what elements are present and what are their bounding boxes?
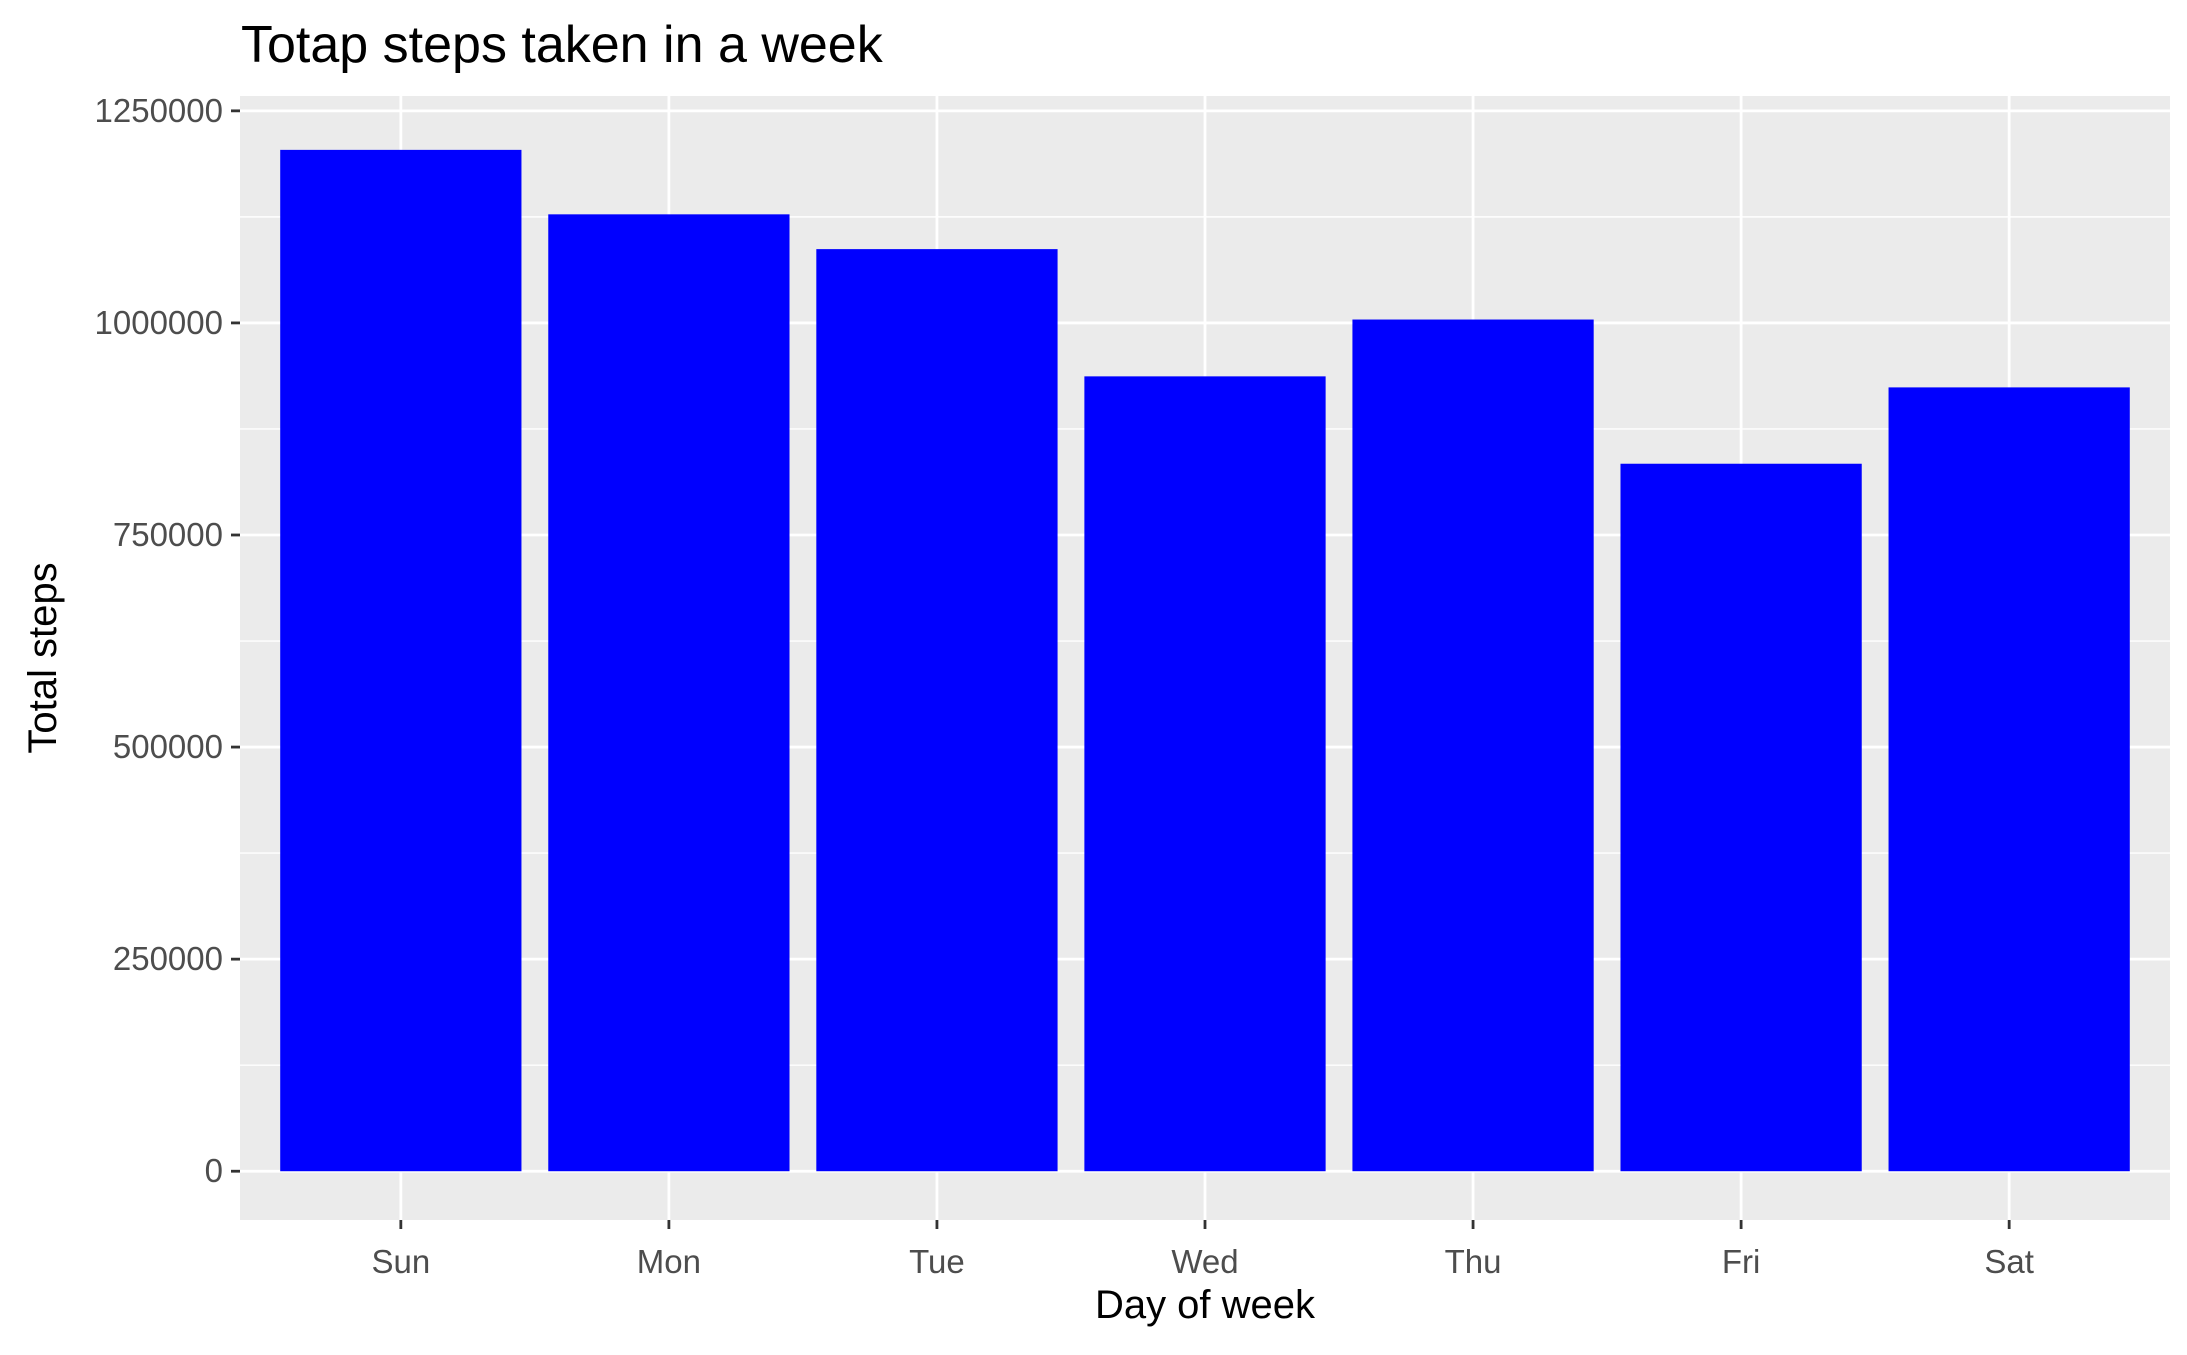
- y-tick-label: 1250000: [95, 92, 223, 129]
- bar-mon: [548, 214, 790, 1172]
- x-tick-label: Thu: [1445, 1243, 1502, 1280]
- bars: [280, 149, 2130, 1172]
- x-tick-label: Wed: [1171, 1243, 1238, 1280]
- x-axis-title: Day of week: [1095, 1283, 1316, 1327]
- x-tick-label: Tue: [909, 1243, 965, 1280]
- y-tick-label: 750000: [113, 516, 223, 553]
- chart-title: Totap steps taken in a week: [241, 16, 884, 74]
- x-tick-label: Sat: [1984, 1243, 2034, 1280]
- y-tick-label: 0: [205, 1152, 223, 1189]
- y-axis: 0 250000 500000 750000 1000000 1250000: [95, 92, 240, 1189]
- x-tick-label: Sun: [371, 1243, 430, 1280]
- bar-sun: [280, 149, 522, 1172]
- x-axis: Sun Mon Tue Wed Thu Fri Sat: [371, 1220, 2034, 1280]
- y-tick-label: 500000: [113, 728, 223, 765]
- bar-thu: [1352, 319, 1594, 1172]
- x-tick-label: Fri: [1722, 1243, 1760, 1280]
- bar-tue: [816, 249, 1058, 1172]
- x-tick-label: Mon: [637, 1243, 701, 1280]
- y-tick-label: 250000: [113, 940, 223, 977]
- y-tick-label: 1000000: [95, 304, 223, 341]
- bar-sat: [1888, 387, 2130, 1172]
- y-axis-title: Total steps: [21, 562, 65, 753]
- bar-wed: [1084, 376, 1326, 1172]
- bar-fri: [1620, 463, 1862, 1172]
